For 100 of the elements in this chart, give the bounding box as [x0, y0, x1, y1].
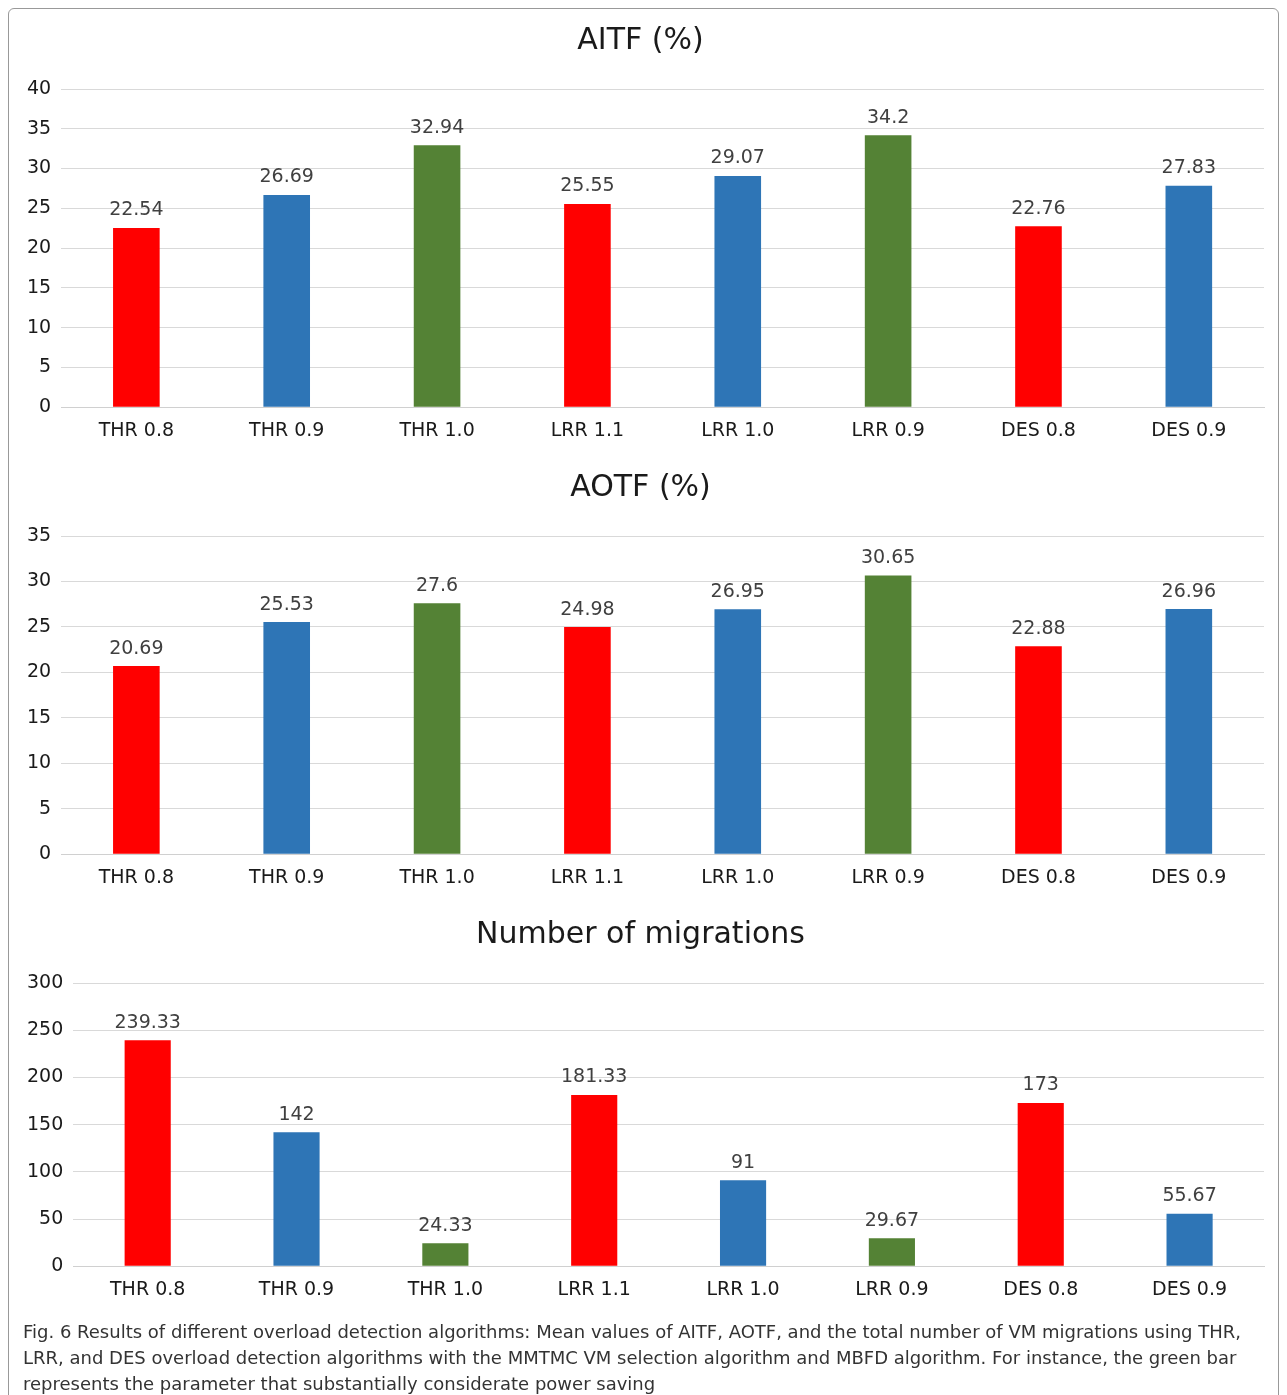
- data-label: 29.07: [710, 145, 765, 168]
- y-tick-label: 30: [26, 155, 52, 178]
- y-tick-label: 0: [39, 394, 52, 417]
- data-label: 91: [730, 1149, 756, 1172]
- data-label: 20.69: [109, 635, 164, 658]
- data-label: 27.6: [415, 572, 459, 595]
- y-tick-label: 10: [26, 314, 52, 337]
- data-label: 24.33: [418, 1212, 473, 1235]
- bar: [1015, 226, 1062, 407]
- bar: [1166, 1213, 1213, 1266]
- chart-title: Number of migrations: [476, 914, 805, 950]
- data-label: 22.88: [1011, 615, 1066, 638]
- bar: [1015, 646, 1062, 854]
- bar: [263, 194, 311, 407]
- data-label: 181.33: [560, 1064, 628, 1087]
- y-tick-label: 15: [26, 274, 52, 297]
- bar: [564, 627, 611, 854]
- data-label: 26.96: [1161, 578, 1217, 601]
- y-tick-label: 35: [26, 115, 52, 138]
- x-tick-label: DES 0.9: [1152, 1276, 1228, 1299]
- x-tick-label: THR 0.9: [248, 417, 325, 440]
- data-label: 22.76: [1011, 195, 1066, 218]
- x-tick-label: LRR 1.1: [557, 1276, 631, 1299]
- y-tick-label: 200: [27, 1064, 64, 1087]
- y-tick-label: 0: [51, 1253, 64, 1276]
- y-tick-label: 30: [26, 568, 52, 591]
- data-label: 25.55: [560, 173, 615, 196]
- data-label: 239.33: [114, 1009, 181, 1032]
- y-tick-label: 100: [27, 1158, 64, 1181]
- y-tick-label: 300: [27, 969, 64, 992]
- bar: [273, 1132, 320, 1266]
- bar: [124, 1040, 171, 1266]
- data-label: 22.54: [109, 197, 164, 220]
- y-tick-label: 250: [27, 1017, 64, 1040]
- y-tick-label: 20: [26, 235, 52, 258]
- bar: [571, 1095, 618, 1266]
- x-tick-label: LRR 0.9: [855, 1276, 929, 1299]
- y-tick-label: 25: [26, 613, 52, 636]
- data-label: 55.67: [1162, 1183, 1217, 1206]
- chart-title: AOTF (%): [570, 467, 711, 503]
- x-tick-label: THR 0.9: [257, 1276, 335, 1299]
- bar: [868, 1238, 915, 1266]
- chart-title: AITF (%): [577, 20, 704, 56]
- bar: [1165, 185, 1213, 407]
- x-tick-label: THR 1.0: [406, 1276, 484, 1299]
- x-tick-label: DES 0.8: [1000, 417, 1076, 440]
- y-tick-label: 15: [26, 704, 52, 727]
- bar: [864, 575, 912, 854]
- x-tick-label: THR 0.8: [97, 417, 175, 440]
- data-label: 29.67: [864, 1207, 920, 1230]
- bar: [113, 666, 160, 854]
- x-tick-label: LRR 0.9: [851, 417, 925, 440]
- data-label: 24.98: [560, 596, 615, 619]
- bar: [714, 609, 762, 854]
- bar: [263, 622, 311, 854]
- x-tick-label: DES 0.9: [1151, 864, 1227, 887]
- y-tick-label: 25: [26, 195, 52, 218]
- x-tick-label: THR 1.0: [398, 864, 475, 887]
- data-label: 26.69: [259, 164, 314, 187]
- y-tick-label: 50: [39, 1205, 64, 1228]
- data-label: 173: [1022, 1072, 1059, 1095]
- data-label: 142: [278, 1101, 315, 1124]
- x-tick-label: LRR 1.0: [706, 1276, 780, 1299]
- bar: [1017, 1102, 1064, 1266]
- x-tick-label: LRR 1.0: [701, 417, 775, 440]
- bar: [714, 175, 762, 407]
- x-tick-label: DES 0.8: [1000, 864, 1076, 887]
- y-tick-label: 150: [27, 1111, 64, 1134]
- data-label: 25.53: [259, 591, 314, 614]
- data-label: 27.83: [1161, 155, 1217, 178]
- data-label: 34.2: [866, 104, 910, 127]
- x-tick-label: THR 0.8: [109, 1276, 186, 1299]
- bar: [113, 227, 160, 407]
- caption: Fig. 6 Results of different overload detection algorithms: Mean values of AITF, AOTF, and the total number of VM migrations using THR, LRR, and DES overload detection algorithms with the MMTMC VM selection algorithm and MBFD algorithm. For instance, the green bar represents the parameter that substantially considerate power saving: [22, 1320, 1243, 1395]
- x-tick-label: LRR 0.9: [851, 864, 925, 887]
- bar: [719, 1180, 767, 1266]
- data-label: 32.94: [409, 114, 465, 137]
- y-tick-label: 40: [26, 75, 52, 98]
- x-tick-label: DES 0.8: [1003, 1276, 1079, 1299]
- bar: [413, 145, 461, 407]
- x-tick-label: THR 0.9: [248, 864, 325, 887]
- bar: [422, 1243, 469, 1266]
- data-label: 26.95: [710, 578, 765, 601]
- y-tick-label: 5: [39, 795, 52, 818]
- y-tick-label: 0: [39, 841, 52, 864]
- y-tick-label: 20: [26, 659, 52, 682]
- data-label: 30.65: [860, 544, 916, 567]
- bar: [864, 135, 912, 407]
- x-tick-label: DES 0.9: [1151, 417, 1227, 440]
- bar: [1165, 609, 1213, 854]
- x-tick-label: LRR 1.1: [550, 864, 625, 887]
- bar: [564, 203, 611, 407]
- y-tick-label: 10: [26, 750, 52, 773]
- x-tick-label: LRR 1.0: [701, 864, 775, 887]
- x-tick-label: THR 0.8: [97, 864, 175, 887]
- bar: [413, 603, 461, 854]
- x-tick-label: LRR 1.1: [550, 417, 625, 440]
- y-tick-label: 5: [39, 354, 52, 377]
- y-tick-label: 35: [26, 522, 52, 545]
- x-tick-label: THR 1.0: [398, 417, 475, 440]
